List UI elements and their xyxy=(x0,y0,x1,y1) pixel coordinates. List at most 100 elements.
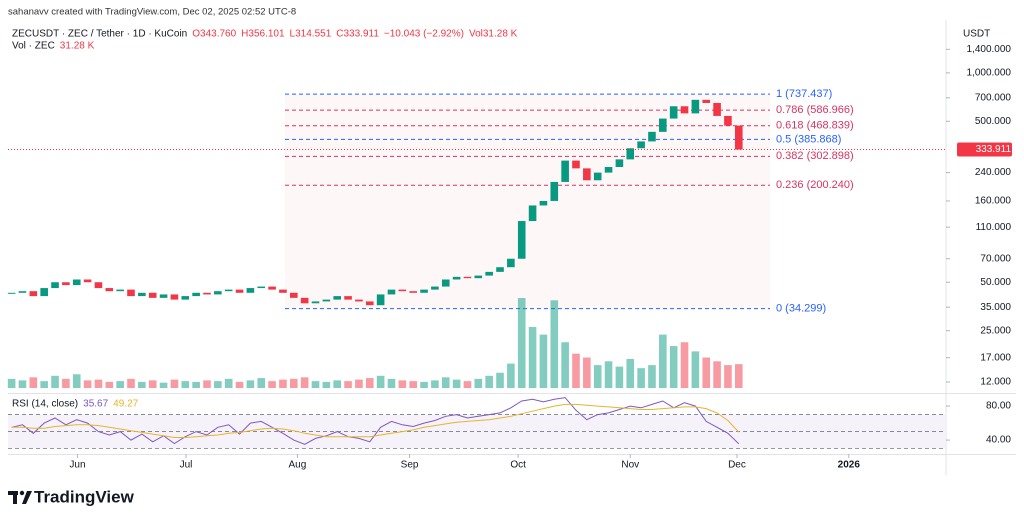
x-tick-label: Dec xyxy=(728,460,746,471)
candle-body xyxy=(170,294,179,300)
y-tick-label: 700.000 xyxy=(975,92,1012,103)
author-note: sahanavv created with TradingView.com, D… xyxy=(8,7,296,18)
volume-bar xyxy=(192,381,200,388)
volume-bar xyxy=(702,357,711,388)
candle-body xyxy=(669,106,678,119)
rsi-line xyxy=(11,403,740,438)
candle-body xyxy=(539,200,548,206)
volume-bar xyxy=(40,381,48,388)
volume-bar xyxy=(593,365,602,388)
candle-body xyxy=(127,289,135,297)
volume-bar xyxy=(659,334,667,388)
candle-body xyxy=(83,279,92,283)
candle-body xyxy=(724,115,732,126)
candle-body xyxy=(713,102,721,116)
volume-bar xyxy=(604,361,613,388)
volume-bar xyxy=(637,368,645,388)
volume-bar xyxy=(583,357,591,388)
volume-bar xyxy=(441,377,450,388)
fib-label: 0.382 (302.898) xyxy=(776,150,854,162)
volume-bar xyxy=(691,351,700,388)
candle-body xyxy=(398,289,407,292)
volume-bar xyxy=(507,363,515,388)
candle-body xyxy=(268,286,276,290)
ohlc-value: −10.043 (−2.92%) xyxy=(384,29,464,40)
candle-body xyxy=(615,159,624,168)
volume-last: 31.28 K xyxy=(60,41,95,52)
volume-bar xyxy=(485,375,493,388)
x-tick-label: 2026 xyxy=(838,460,861,471)
candle-body xyxy=(528,205,537,222)
volume-bar xyxy=(138,381,146,388)
candle-body xyxy=(376,294,385,306)
y-tick-label: 17.000 xyxy=(980,352,1011,363)
volume-bar xyxy=(300,377,309,388)
volume-bar xyxy=(572,353,580,388)
candle-body xyxy=(62,282,70,286)
fib-zone xyxy=(285,94,770,309)
candle-body xyxy=(734,125,743,150)
volume-bar xyxy=(615,366,624,388)
volume-bar xyxy=(29,377,38,388)
candle-body xyxy=(116,289,124,292)
candle-body xyxy=(311,301,320,304)
candle-body xyxy=(431,286,439,290)
x-tick-label: Aug xyxy=(289,460,307,471)
volume-bar xyxy=(105,381,114,388)
volume-bar xyxy=(398,380,407,388)
volume-bar xyxy=(561,342,569,388)
rsi-legend-value: 49.27 xyxy=(113,399,138,410)
volume-bar xyxy=(214,381,222,388)
candle-body xyxy=(409,291,417,293)
y-tick-label: 35.000 xyxy=(980,302,1011,313)
volume-bar xyxy=(268,381,276,388)
candle-body xyxy=(496,267,504,272)
volume-bar xyxy=(159,382,168,388)
volume-bar xyxy=(116,381,124,388)
candle-body xyxy=(572,160,580,169)
candle-body xyxy=(29,291,38,297)
volume-bar xyxy=(669,346,678,388)
volume-bar xyxy=(528,326,537,388)
candle-body xyxy=(181,296,190,300)
fib-label: 0.618 (468.839) xyxy=(776,120,854,132)
candle-body xyxy=(604,167,613,173)
fib-label: 0.236 (200.240) xyxy=(776,179,854,191)
candle-body xyxy=(420,289,428,293)
volume-bar xyxy=(83,380,92,388)
volume-bar xyxy=(496,372,504,388)
candle-body xyxy=(680,106,689,114)
candle-body xyxy=(626,148,635,160)
candle-body xyxy=(659,118,667,132)
volume-bar xyxy=(127,378,135,388)
volume-bar xyxy=(51,375,59,388)
candle-body xyxy=(224,289,233,292)
ohlc-value: L314.551 xyxy=(290,29,332,40)
volume-bar xyxy=(680,342,689,388)
volume-bar xyxy=(246,380,255,388)
rsi-legend-value: 35.67 xyxy=(83,399,108,410)
candle-body xyxy=(105,288,114,292)
volume-bar xyxy=(550,300,559,388)
brand: TradingView xyxy=(34,487,135,506)
volume-bar xyxy=(539,334,548,388)
y-tick-label: 25.000 xyxy=(980,325,1011,336)
candle-body xyxy=(138,292,146,297)
volume-bar xyxy=(452,379,461,388)
y-tick-label: 160.000 xyxy=(975,196,1012,207)
candle-body xyxy=(387,289,396,295)
candle-body xyxy=(517,221,526,259)
x-tick-label: Oct xyxy=(510,460,526,471)
candle-body xyxy=(474,275,483,279)
volume-bar xyxy=(648,365,656,388)
y-tick-label: 1,400.000 xyxy=(967,44,1012,55)
volume-bar xyxy=(517,298,526,388)
volume-bar xyxy=(257,378,266,388)
candle-body xyxy=(72,279,81,286)
y-unit: USDT xyxy=(963,29,990,40)
fib-label: 0.786 (586.966) xyxy=(776,104,854,116)
candle-body xyxy=(452,276,461,280)
y-tick-label: 500.000 xyxy=(975,116,1012,127)
fib-label: 1 (737.437) xyxy=(776,88,832,100)
volume-bar xyxy=(72,374,81,388)
